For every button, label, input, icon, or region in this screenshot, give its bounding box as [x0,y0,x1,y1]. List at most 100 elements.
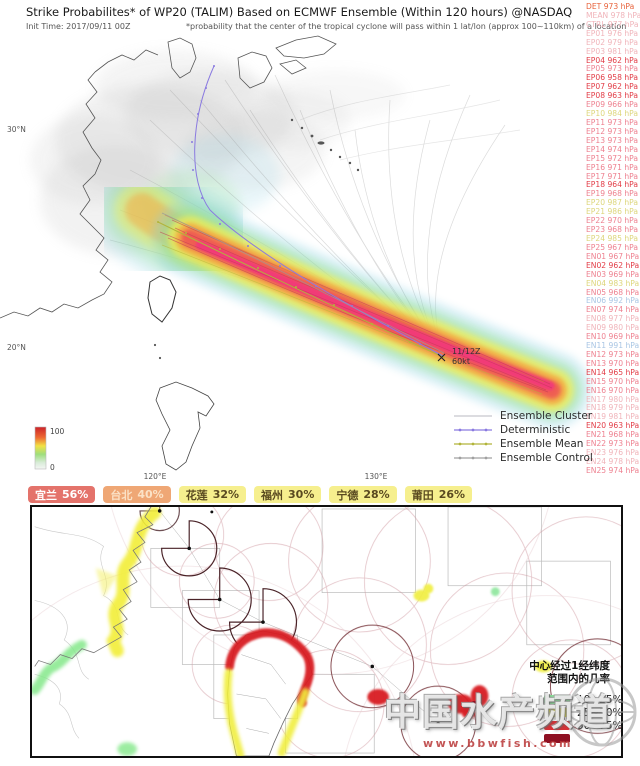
ensemble-strike-probability-map: 11/12Z 60kt 30°N 20°N 120°E 130°E 100 0 [0,35,591,481]
ensemble-member: EP12 973 hPa [586,126,639,136]
ensemble-member: EN02 962 hPa [586,260,640,270]
legend-label: Ensemble Control [500,452,593,464]
center-passage-probability-map: 中心经过1经纬度 范围内的几率 10~25% 25~50% 50~75% [0,221,640,766]
track-legend-row: Ensemble Mean [452,437,602,451]
bottom-legend-title-line1: 中心经过1经纬度 [529,660,610,672]
city-probability-badge: 福州 30% [254,486,322,503]
legend-line-swatch [454,442,492,446]
taiwan-west-band-yellow [223,668,245,759]
ensemble-member: CTRL 977 hPa [586,19,639,29]
track-legend: Ensemble Cluster Deterministic Ensemble Me… [452,409,602,465]
svg-text:120°E: 120°E [144,472,167,481]
city-probability-badge: 莆田 26% [404,486,473,503]
ensemble-member: EP25 967 hPa [586,242,639,252]
ensemble-member: EN23 976 hPa [586,448,640,458]
city-probability-badge: 宜兰 56% [28,486,96,503]
ensemble-member: EP11 973 hPa [586,117,639,127]
svg-text:0: 0 [50,463,55,472]
ensemble-member: EN10 969 hPa [586,332,640,342]
legend-label: Deterministic [500,424,571,436]
ensemble-member: EN12 973 hPa [586,349,640,359]
offshore-blobs [367,583,553,719]
ensemble-member: EP17 971 hPa [586,171,639,181]
city-probability-value: 40% [137,488,164,501]
legend-label: Ensemble Cluster [500,410,593,422]
ensemble-member: EP16 971 hPa [586,162,639,172]
ensemble-member: EN18 979 hPa [586,403,640,413]
city-name: 台北 [110,488,133,502]
city-probability-badges: 宜兰 56% 台北 40% 花莲 32% 福州 30% 宁德 28% 莆田 26% [28,486,473,503]
coast-blob-yellow [95,568,118,598]
legend-line-swatch [454,428,492,432]
ensemble-member: EN03 969 hPa [586,269,640,279]
ensemble-member: EN13 970 hPa [586,358,640,368]
ensemble-member: EP03 981 hPa [586,46,639,56]
ensemble-member: EP09 966 hPa [586,100,639,110]
svg-text:20°N: 20°N [7,343,26,352]
ensemble-member-list: DET 973 hPa MEAN 978 hPa CTRL 977 hPa EP01 … [586,2,640,476]
ensemble-member: DET 973 hPa [586,2,635,11]
svg-text:60kt: 60kt [452,357,470,366]
ensemble-member: EP07 962 hPa [586,82,639,92]
ryukyu-islands [153,118,360,360]
ensemble-mean-track [157,221,446,359]
city-probability-value: 26% [438,488,466,501]
init-time: Init Time: 2017/09/11 00Z [26,22,131,31]
legend-color-swatch [544,734,570,743]
city-name: 莆田 [411,488,434,502]
legend-color-swatch [544,708,570,717]
coastlines [0,35,337,319]
city-name: 宜兰 [35,488,57,502]
legend-range-label: 50~75% [577,719,623,732]
coast-blob-green [117,742,138,756]
ensemble-control-track [161,212,445,354]
city-probability-value: 32% [212,488,240,501]
bottom-legend-row: 10~25% [544,693,623,706]
mainland-coastline [34,506,154,667]
legend-range-label: 25~50% [577,706,623,719]
ensemble-member: EN16 970 hPa [586,385,640,395]
ensemble-member: EP19 968 hPa [586,189,639,199]
strike-probability-plume [89,157,591,429]
deterministic-track [191,65,444,357]
ensemble-member: EP22 970 hPa [586,216,639,226]
ensemble-member: EP04 962 hPa [586,55,639,65]
ensemble-member: EN01 967 hPa [586,251,640,261]
city-name: 宁德 [336,488,359,502]
probability-colorbar: 100 0 [34,426,65,472]
bottom-legend-items: 10~25% 25~50% 50~75% [544,693,623,745]
ensemble-member: EN11 991 hPa [586,341,640,351]
ensemble-member: EN22 973 hPa [586,439,640,449]
track-legend-row: Ensemble Cluster [452,409,602,423]
province-boundaries [34,510,439,739]
ensemble-member: EN19 981 hPa [586,412,640,422]
plume-member-tracks [159,214,553,395]
city-probability-badge: 宁德 28% [329,486,397,503]
ensemble-member: EN20 963 hPa [586,421,640,431]
taiwan-east-band-yellow [277,688,310,757]
ensemble-member: EN06 992 hPa [586,296,640,306]
bottom-map-canvas [0,221,640,766]
legend-label: Ensemble Mean [500,438,584,450]
bottom-legend-row: 25~50% [544,706,623,719]
ensemble-member: EP02 979 hPa [586,37,639,47]
ensemble-member: EN25 974 hPa [586,465,640,475]
legend-line-swatch [454,415,492,417]
city-probability-badge: 台北 40% [103,486,171,503]
ensemble-member: EN04 983 hPa [586,278,640,288]
ensemble-member: EN05 968 hPa [586,287,640,297]
ensemble-member: EN21 968 hPa [586,430,640,440]
legend-line-swatch [454,456,492,460]
ensemble-member: EP21 986 hPa [586,207,639,217]
legend-range-label: 10~25% [577,693,623,706]
ensemble-member: EN24 978 hPa [586,457,640,467]
ensemble-member: EP08 963 hPa [586,91,639,101]
legend-color-swatch [544,695,570,704]
taiwan-island [147,275,177,323]
bottom-legend-title: 中心经过1经纬度 范围内的几率 [500,660,610,686]
taiwan-county-lines [236,654,286,734]
luzon-island [155,381,215,471]
ensemble-member: EP05 973 hPa [586,64,639,74]
track-legend-row: Deterministic [452,423,602,437]
ensemble-member: EP01 976 hPa [586,28,639,38]
